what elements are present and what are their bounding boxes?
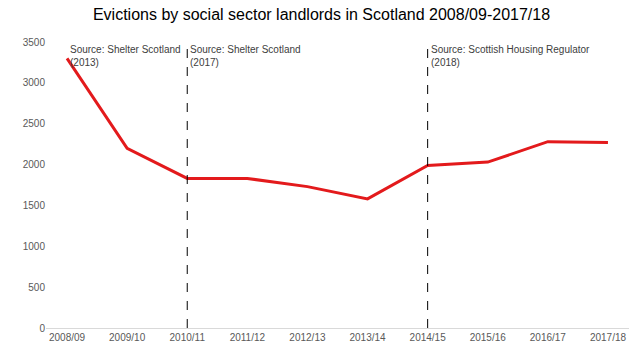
svg-text:Source: Scottish Housing Regul: Source: Scottish Housing Regulator(2018): [431, 44, 590, 68]
svg-text:2000: 2000: [23, 159, 46, 170]
svg-text:2013/14: 2013/14: [349, 332, 386, 343]
svg-text:2010/11: 2010/11: [170, 332, 206, 343]
svg-text:2014/15: 2014/15: [410, 332, 447, 343]
svg-text:2500: 2500: [23, 118, 46, 129]
svg-text:Evictions by social sector lan: Evictions by social sector landlords in …: [93, 6, 550, 23]
svg-text:Source: Shelter Scotland(2017): Source: Shelter Scotland(2017): [190, 44, 301, 68]
svg-text:1500: 1500: [23, 200, 46, 211]
svg-text:3000: 3000: [23, 77, 46, 88]
svg-text:2008/09: 2008/09: [49, 332, 86, 343]
svg-text:2012/13: 2012/13: [289, 332, 326, 343]
svg-text:500: 500: [28, 282, 45, 293]
svg-text:1000: 1000: [23, 241, 46, 252]
svg-text:2011/12: 2011/12: [230, 332, 266, 343]
svg-text:2009/10: 2009/10: [109, 332, 146, 343]
svg-text:2016/17: 2016/17: [530, 332, 567, 343]
svg-text:3500: 3500: [23, 37, 46, 48]
svg-text:2017/18: 2017/18: [590, 332, 627, 343]
svg-text:Source: Shelter Scotland(2013): Source: Shelter Scotland(2013): [70, 44, 181, 68]
svg-text:2015/16: 2015/16: [470, 332, 507, 343]
svg-text:0: 0: [39, 323, 45, 334]
